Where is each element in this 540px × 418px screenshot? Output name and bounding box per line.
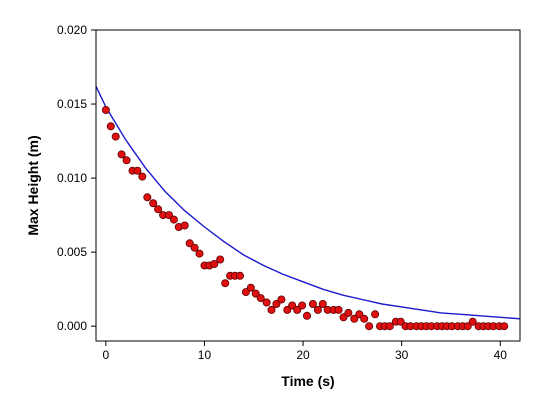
data-point	[256, 294, 265, 303]
data-point	[267, 305, 276, 314]
y-tick-label: 0.000	[57, 319, 87, 333]
data-point	[241, 288, 250, 297]
plot-frame	[95, 29, 521, 342]
data-point	[360, 314, 369, 323]
data-point	[371, 310, 380, 319]
data-point	[111, 132, 120, 141]
data-point	[277, 295, 286, 304]
data-point	[500, 322, 509, 331]
data-point	[344, 308, 353, 317]
y-axis-title: Max Height (m)	[25, 135, 41, 235]
data-point	[154, 205, 163, 214]
data-point	[190, 243, 199, 252]
data-point	[101, 106, 110, 115]
fit-layer	[95, 85, 521, 320]
data-point	[283, 305, 292, 314]
data-point	[143, 193, 152, 202]
data-point	[334, 305, 343, 314]
data-point	[396, 317, 405, 326]
data-point	[468, 317, 477, 326]
data-point	[235, 271, 244, 280]
data-point	[117, 150, 126, 159]
x-tick-label: 0	[103, 348, 110, 362]
x-tick-label: 30	[395, 348, 409, 362]
data-point	[169, 215, 178, 224]
data-point	[149, 199, 158, 208]
data-point	[106, 122, 115, 131]
data-point	[138, 172, 147, 181]
y-tick-label: 0.015	[57, 97, 87, 111]
data-point	[221, 279, 230, 288]
data-point	[133, 166, 142, 175]
data-point	[293, 305, 302, 314]
data-point	[308, 299, 317, 308]
data-point	[288, 301, 297, 310]
data-point	[385, 322, 394, 331]
data-point	[355, 310, 364, 319]
x-tick-label: 40	[494, 348, 508, 362]
data-point	[195, 249, 204, 258]
x-tick-label: 10	[198, 348, 212, 362]
plot-background	[96, 30, 520, 341]
data-point	[298, 301, 307, 310]
axes-layer: 0 10 20 30 40 0.000 0.005 0.010 0.015 0.020	[57, 23, 521, 362]
data-point	[463, 322, 472, 331]
data-point	[262, 298, 271, 307]
data-point	[210, 259, 219, 268]
data-point	[122, 156, 131, 165]
data-point	[313, 305, 322, 314]
y-tick-label: 0.010	[57, 171, 87, 185]
points-layer	[101, 106, 509, 331]
data-point	[216, 255, 225, 264]
data-point	[246, 283, 255, 292]
data-point	[339, 313, 348, 322]
data-point	[350, 314, 359, 323]
data-point	[164, 211, 173, 220]
y-tick-label: 0.020	[57, 23, 87, 37]
x-axis-title: Time (s)	[281, 373, 334, 389]
y-tick-label: 0.005	[57, 245, 87, 259]
data-point	[365, 322, 374, 331]
data-point	[318, 299, 327, 308]
x-tick-label: 20	[296, 348, 310, 362]
data-point	[185, 239, 194, 248]
data-point	[180, 221, 189, 230]
data-point	[272, 299, 281, 308]
fit-curve	[95, 85, 521, 320]
data-point	[251, 289, 260, 298]
data-point	[302, 311, 311, 320]
plot-area	[96, 30, 520, 341]
